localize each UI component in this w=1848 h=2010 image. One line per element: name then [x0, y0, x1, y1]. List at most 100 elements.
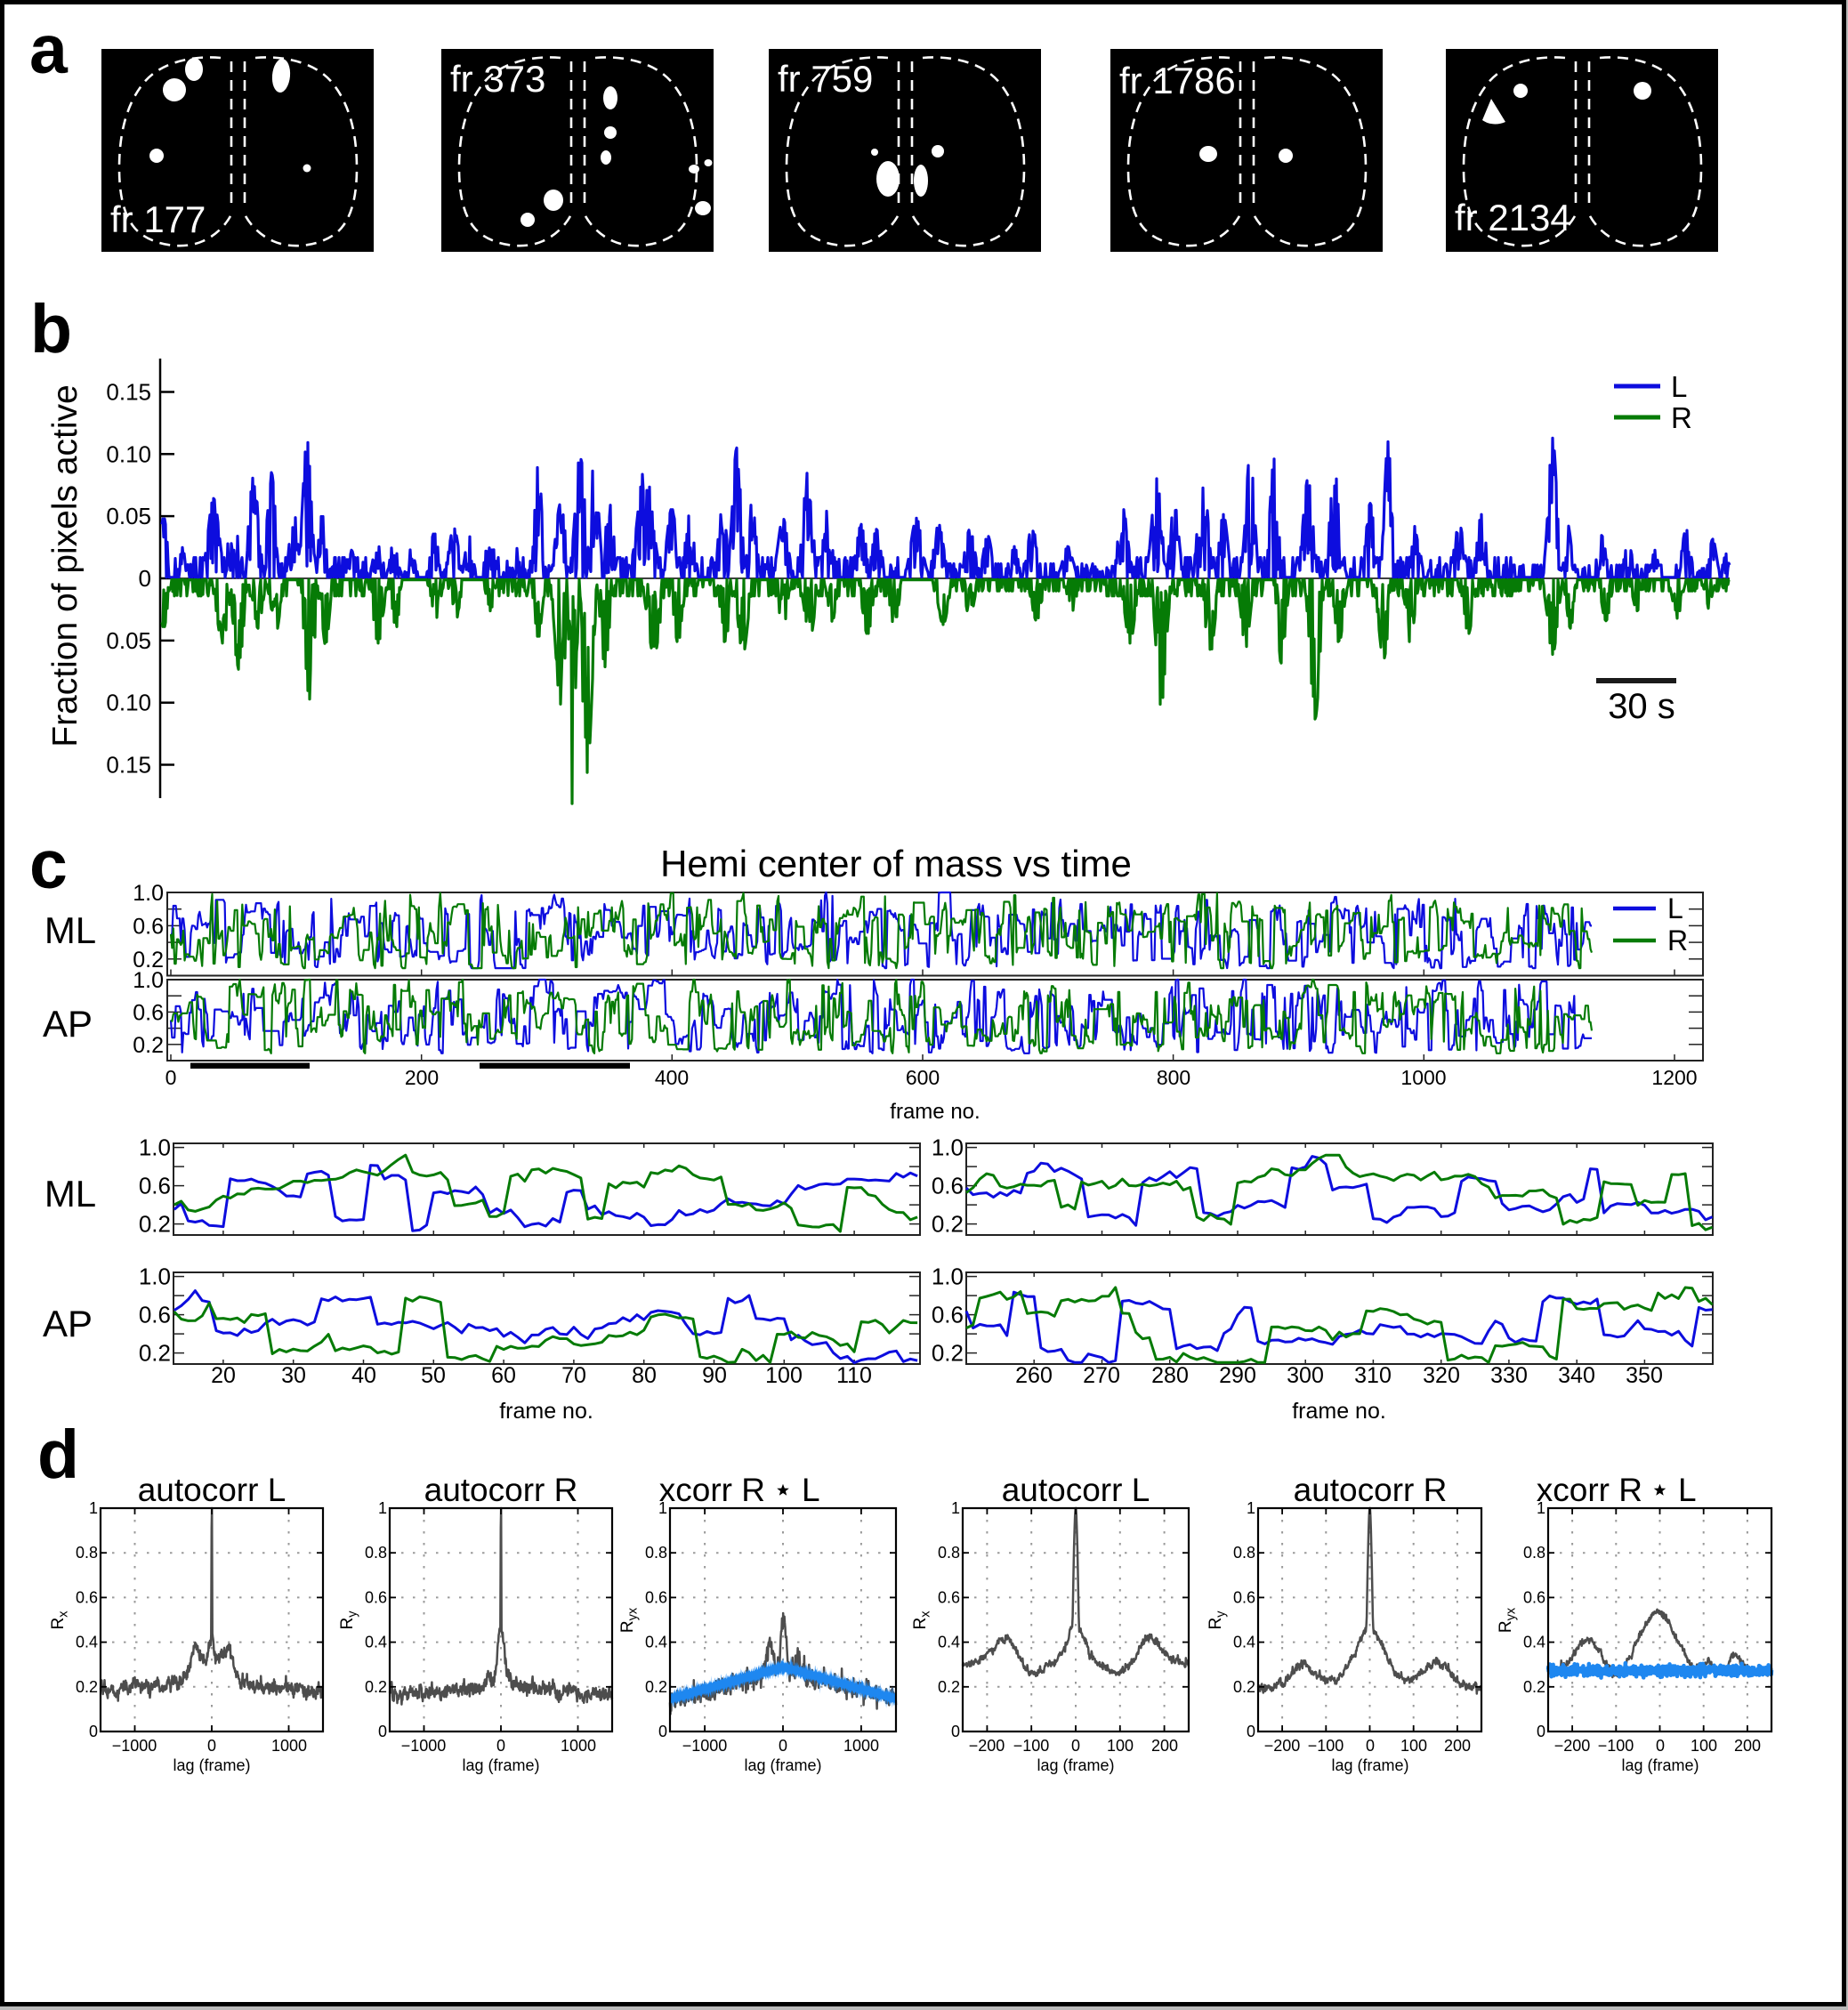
svg-text:0.6: 0.6	[139, 1173, 171, 1199]
svg-text:AP: AP	[43, 1003, 93, 1045]
svg-text:0: 0	[951, 1723, 960, 1740]
svg-text:0.6: 0.6	[76, 1588, 98, 1606]
svg-text:0.8: 0.8	[1233, 1544, 1255, 1562]
svg-text:600: 600	[906, 1066, 940, 1089]
svg-text:290: 290	[1219, 1363, 1256, 1388]
svg-text:−100: −100	[1598, 1737, 1634, 1755]
svg-text:0: 0	[1366, 1737, 1375, 1755]
svg-text:0.6: 0.6	[365, 1588, 387, 1606]
svg-text:0.2: 0.2	[76, 1678, 98, 1696]
svg-text:Fraction of pixels active: Fraction of pixels active	[46, 384, 85, 747]
svg-text:1: 1	[1537, 1499, 1545, 1517]
svg-text:1: 1	[658, 1499, 667, 1517]
svg-text:340: 340	[1558, 1363, 1595, 1388]
svg-text:0: 0	[658, 1723, 667, 1740]
svg-text:0.4: 0.4	[76, 1634, 98, 1651]
svg-text:0.8: 0.8	[938, 1544, 960, 1562]
svg-text:fr 759: fr 759	[778, 58, 873, 100]
svg-text:L: L	[1678, 1472, 1697, 1508]
svg-text:L: L	[1667, 892, 1683, 924]
svg-text:200: 200	[1734, 1737, 1761, 1755]
svg-text:R: R	[1667, 924, 1688, 957]
svg-text:0.6: 0.6	[645, 1588, 667, 1606]
svg-text:0.8: 0.8	[76, 1544, 98, 1562]
svg-text:−100: −100	[1013, 1737, 1050, 1755]
svg-text:110: 110	[836, 1363, 872, 1388]
svg-text:0.2: 0.2	[365, 1678, 387, 1696]
svg-text:−200: −200	[1264, 1737, 1301, 1755]
svg-text:frame no.: frame no.	[499, 1399, 593, 1424]
svg-text:0: 0	[89, 1723, 98, 1740]
svg-text:260: 260	[1015, 1363, 1053, 1388]
svg-text:ML: ML	[44, 1173, 96, 1215]
svg-text:0.05: 0.05	[106, 627, 151, 654]
svg-text:0: 0	[165, 1066, 177, 1089]
svg-text:autocorr L: autocorr L	[1002, 1472, 1150, 1508]
svg-text:d: d	[37, 1417, 79, 1493]
svg-text:frame no.: frame no.	[1292, 1399, 1386, 1424]
svg-text:0.6: 0.6	[938, 1588, 960, 1606]
svg-text:L: L	[802, 1472, 820, 1508]
svg-text:100: 100	[1691, 1737, 1717, 1755]
svg-text:xcorr R: xcorr R	[659, 1472, 765, 1508]
svg-text:1: 1	[89, 1499, 98, 1517]
svg-text:lag (frame): lag (frame)	[744, 1756, 821, 1774]
svg-text:Hemi center of mass vs time: Hemi center of mass vs time	[660, 843, 1132, 884]
svg-text:350: 350	[1626, 1363, 1663, 1388]
svg-text:autocorr R: autocorr R	[424, 1472, 578, 1508]
svg-text:1000: 1000	[1400, 1066, 1446, 1089]
svg-text:0.4: 0.4	[645, 1634, 667, 1651]
svg-text:−100: −100	[1308, 1737, 1344, 1755]
svg-text:100: 100	[1107, 1737, 1134, 1755]
svg-text:310: 310	[1354, 1363, 1392, 1388]
svg-text:0.2: 0.2	[938, 1678, 960, 1696]
svg-text:0: 0	[378, 1723, 387, 1740]
svg-text:0.2: 0.2	[133, 948, 164, 973]
svg-text:800: 800	[1157, 1066, 1190, 1089]
svg-text:fr 373: fr 373	[450, 58, 545, 100]
svg-text:R: R	[1671, 401, 1692, 434]
svg-text:30: 30	[281, 1363, 306, 1388]
svg-text:0.10: 0.10	[106, 440, 151, 467]
svg-text:0.4: 0.4	[1523, 1634, 1545, 1651]
svg-text:a: a	[29, 12, 69, 88]
svg-text:1.0: 1.0	[932, 1134, 964, 1161]
svg-text:0.8: 0.8	[1523, 1544, 1545, 1562]
svg-text:1: 1	[951, 1499, 960, 1517]
svg-text:0.4: 0.4	[938, 1634, 960, 1651]
svg-text:−1000: −1000	[401, 1737, 447, 1755]
svg-text:1000: 1000	[561, 1737, 596, 1755]
svg-text:300: 300	[1287, 1363, 1324, 1388]
svg-text:0.2: 0.2	[645, 1678, 667, 1696]
svg-text:0.2: 0.2	[139, 1211, 171, 1238]
svg-text:1000: 1000	[843, 1737, 879, 1755]
svg-text:100: 100	[765, 1363, 803, 1388]
svg-text:ML: ML	[44, 909, 96, 951]
svg-text:0.6: 0.6	[932, 1302, 964, 1328]
svg-text:0.2: 0.2	[1233, 1678, 1255, 1696]
svg-text:0: 0	[1656, 1737, 1665, 1755]
svg-text:280: 280	[1151, 1363, 1189, 1388]
svg-text:200: 200	[1151, 1737, 1178, 1755]
svg-text:0.2: 0.2	[133, 1033, 164, 1058]
svg-text:30 s: 30 s	[1608, 687, 1675, 726]
svg-text:0.4: 0.4	[365, 1634, 387, 1651]
svg-text:40: 40	[351, 1363, 376, 1388]
svg-text:1.0: 1.0	[139, 1263, 171, 1290]
svg-text:200: 200	[1444, 1737, 1471, 1755]
svg-text:0: 0	[779, 1737, 787, 1755]
svg-text:lag (frame): lag (frame)	[1037, 1756, 1114, 1774]
svg-text:1200: 1200	[1651, 1066, 1697, 1089]
svg-text:0.8: 0.8	[645, 1544, 667, 1562]
svg-text:fr 177: fr 177	[110, 198, 206, 240]
svg-text:1000: 1000	[271, 1737, 307, 1755]
svg-text:autocorr R: autocorr R	[1294, 1472, 1448, 1508]
svg-text:330: 330	[1490, 1363, 1528, 1388]
svg-text:0.6: 0.6	[133, 1000, 164, 1025]
svg-text:100: 100	[1400, 1737, 1427, 1755]
svg-text:fr 1786: fr 1786	[1119, 60, 1236, 101]
svg-text:90: 90	[702, 1363, 727, 1388]
svg-text:0.10: 0.10	[106, 690, 151, 716]
svg-text:0.15: 0.15	[106, 752, 151, 779]
svg-text:0.8: 0.8	[365, 1544, 387, 1562]
